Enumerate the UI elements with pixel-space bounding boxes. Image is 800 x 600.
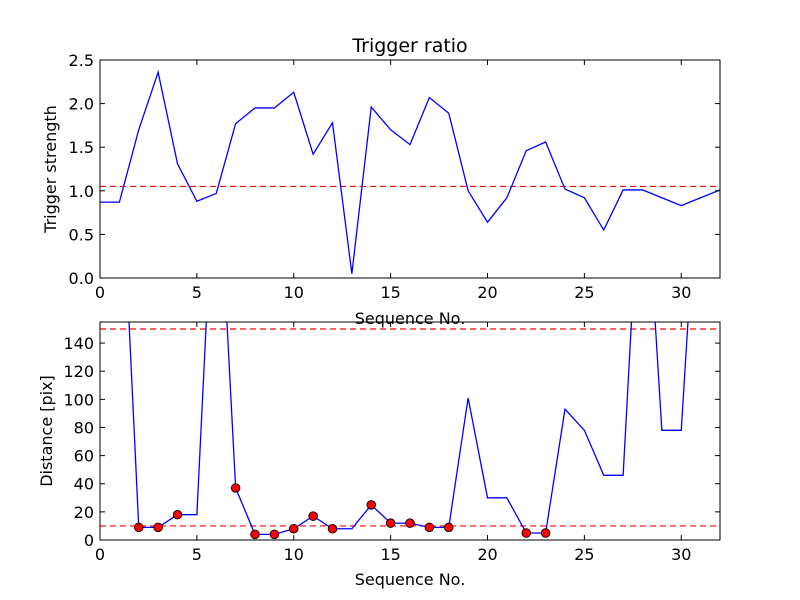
x-tick-label: 25 [574,283,594,302]
x-tick-label: 10 [284,283,304,302]
y-axis-label: Trigger strength [41,105,60,234]
x-tick-label: 30 [671,283,691,302]
x-tick-label: 20 [477,545,497,564]
x-tick-label: 5 [192,283,202,302]
axes-frame [99,59,721,279]
data-point-marker [521,528,532,538]
data-point-marker [133,522,144,533]
y-tick-label: 60 [74,447,94,466]
y-tick-label: 140 [63,334,94,353]
x-axis-label: Sequence No. [355,309,466,328]
x-tick-label: 15 [380,283,400,302]
y-tick-label: 0.0 [69,269,94,288]
data-point-marker [269,529,280,540]
y-tick-label: 1.0 [69,182,94,201]
axes-frame [99,321,721,541]
y-tick-label: 2.5 [69,51,94,70]
y-tick-label: 20 [74,503,94,522]
x-tick-label: 15 [380,545,400,564]
x-tick-label: 0 [95,283,105,302]
data-point-marker [424,522,435,533]
data-point-marker [405,518,415,528]
y-tick-label: 40 [74,475,94,494]
data-point-marker [308,511,318,521]
y-tick-label: 2.0 [69,95,94,114]
y-tick-label: 1.5 [69,138,94,157]
y-tick-label: 0 [84,531,94,550]
data-point-marker [444,522,454,533]
x-tick-label: 10 [284,545,304,564]
data-point-marker [540,528,551,538]
data-point-marker [366,500,377,510]
data-point-marker [385,518,396,528]
x-axis-label: Sequence No. [355,570,466,589]
y-tick-label: 80 [74,418,94,437]
data-point-marker [250,529,260,540]
data-point-marker [153,522,163,533]
x-tick-label: 0 [95,545,105,564]
y-tick-label: 0.5 [69,225,94,244]
x-tick-label: 30 [671,545,691,564]
chart-title: Trigger ratio [351,35,467,57]
x-tick-label: 5 [192,545,202,564]
series-line [100,69,720,274]
data-point-marker [289,523,299,534]
x-tick-label: 20 [477,283,497,302]
y-axis-label: Distance [pix] [37,375,56,487]
y-tick-label: 120 [63,362,94,381]
y-tick-label: 100 [63,390,94,409]
plot-1: 0 5 10 15 20 25 30 0.0 0.5 1.0 1.5 2.0 2.5 Trigger ra… [41,35,721,328]
x-tick-label: 25 [574,545,594,564]
plot-2: 0 5 10 15 20 25 30 0 20 40 60 80 100 120 140 Sequence N… [37,321,721,589]
data-point-marker [172,509,183,520]
data-point-marker [230,483,241,493]
data-point-marker [327,523,338,534]
